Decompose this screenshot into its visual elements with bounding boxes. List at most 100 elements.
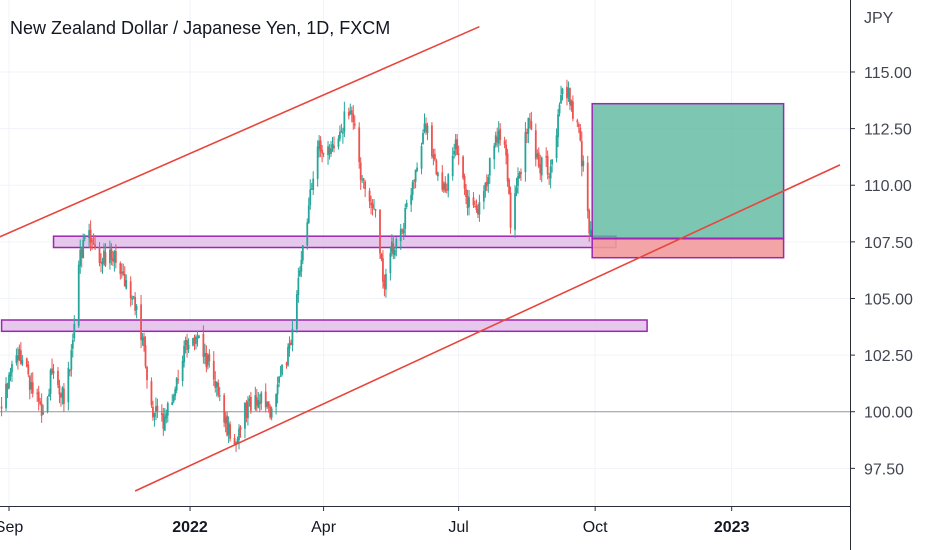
candle-body xyxy=(104,252,107,266)
long-position-tool[interactable] xyxy=(591,102,785,259)
candle-body xyxy=(555,135,558,159)
candle-body xyxy=(456,139,459,155)
candle-body xyxy=(287,347,289,366)
candle-body xyxy=(134,297,137,311)
candle-body xyxy=(276,384,279,395)
candle-body xyxy=(503,140,506,145)
candle-body xyxy=(416,167,418,171)
candle-body xyxy=(36,392,39,394)
candle-body xyxy=(560,95,562,104)
candle-body xyxy=(281,364,283,375)
candle-body xyxy=(42,412,45,415)
candle-body xyxy=(98,247,101,263)
candle-body xyxy=(131,297,134,300)
candle-body xyxy=(111,258,114,262)
candle-body xyxy=(122,271,125,275)
candle-body xyxy=(212,360,215,380)
candle-body xyxy=(477,209,479,215)
y-tick-label: 97.50 xyxy=(864,461,904,478)
candle-body xyxy=(588,210,591,234)
candle-body xyxy=(352,113,355,123)
candle-body xyxy=(548,176,551,178)
candle-body xyxy=(266,401,269,407)
candle-body xyxy=(30,382,33,390)
candle-body xyxy=(183,345,186,363)
candle-body xyxy=(94,244,96,248)
candle-body xyxy=(569,88,571,105)
candle-body xyxy=(478,201,481,215)
candle-body xyxy=(368,190,371,202)
candle-body xyxy=(91,240,93,242)
candle-body xyxy=(505,144,508,156)
candle-body xyxy=(31,382,34,394)
candle-body xyxy=(61,387,64,398)
candle-body xyxy=(551,159,554,165)
candle-body xyxy=(371,203,374,208)
candle-body xyxy=(520,171,522,175)
candle-body xyxy=(291,328,294,346)
candle-body xyxy=(306,222,309,246)
candle-body xyxy=(297,277,300,296)
candle-body xyxy=(37,391,40,402)
candle-body xyxy=(46,397,49,412)
candle-body xyxy=(493,145,496,160)
candle-body xyxy=(236,438,239,444)
candle-body xyxy=(39,401,42,404)
candle-body xyxy=(484,183,487,191)
candle-body xyxy=(92,243,95,245)
candle-body xyxy=(482,190,485,202)
candle-body xyxy=(383,280,386,288)
candle-body xyxy=(454,139,457,149)
candle-body xyxy=(171,402,174,406)
candle-body xyxy=(389,253,392,274)
candle-body xyxy=(405,202,408,207)
candle-body xyxy=(414,169,417,182)
candle-body xyxy=(514,193,516,230)
candle-body xyxy=(557,114,559,138)
candle-body xyxy=(497,130,500,144)
candle-body xyxy=(463,176,466,189)
candle-body xyxy=(549,166,552,179)
candle-body xyxy=(527,117,530,134)
candle-body xyxy=(255,397,258,406)
candle-body xyxy=(393,249,396,256)
candle-body xyxy=(141,338,144,341)
candle-body xyxy=(370,202,372,206)
price-axis[interactable]: 115.00 112.50 110.00 107.50 105.00 102.50 100.… xyxy=(850,0,913,550)
candle-body xyxy=(364,181,367,190)
candle-body xyxy=(257,399,260,408)
x-tick-label: Jul xyxy=(448,519,468,536)
candle-body xyxy=(536,153,539,158)
candle-body xyxy=(392,243,395,255)
candle-body xyxy=(410,194,413,205)
candle-body xyxy=(534,130,537,160)
candle-body xyxy=(309,189,312,206)
candle-body xyxy=(28,376,31,390)
candle-body xyxy=(457,153,460,156)
candle-body xyxy=(474,206,476,208)
candle-body xyxy=(6,383,9,390)
candle-body xyxy=(245,402,248,418)
candle-body xyxy=(558,104,561,114)
candle-body xyxy=(114,250,117,263)
candle-body xyxy=(205,352,208,368)
time-axis[interactable]: Sep 2022 Apr Jul Oct 2023 xyxy=(0,506,850,536)
candle-body xyxy=(540,157,543,176)
candle-body xyxy=(244,402,246,429)
candle-body xyxy=(496,136,499,143)
candle-body xyxy=(152,406,154,418)
lower-channel xyxy=(134,164,841,492)
y-tick-label: 105.00 xyxy=(864,291,913,308)
candle-body xyxy=(567,88,570,98)
candle-body xyxy=(254,395,257,410)
candle-body xyxy=(382,258,384,282)
candle-body xyxy=(215,381,218,387)
candle-body xyxy=(295,294,298,330)
x-tick-label: Sep xyxy=(0,519,23,536)
candle-body xyxy=(175,378,178,391)
candle-body xyxy=(561,88,564,95)
candle-body xyxy=(426,125,429,133)
candle-body xyxy=(226,415,229,436)
candle-body xyxy=(537,152,540,167)
